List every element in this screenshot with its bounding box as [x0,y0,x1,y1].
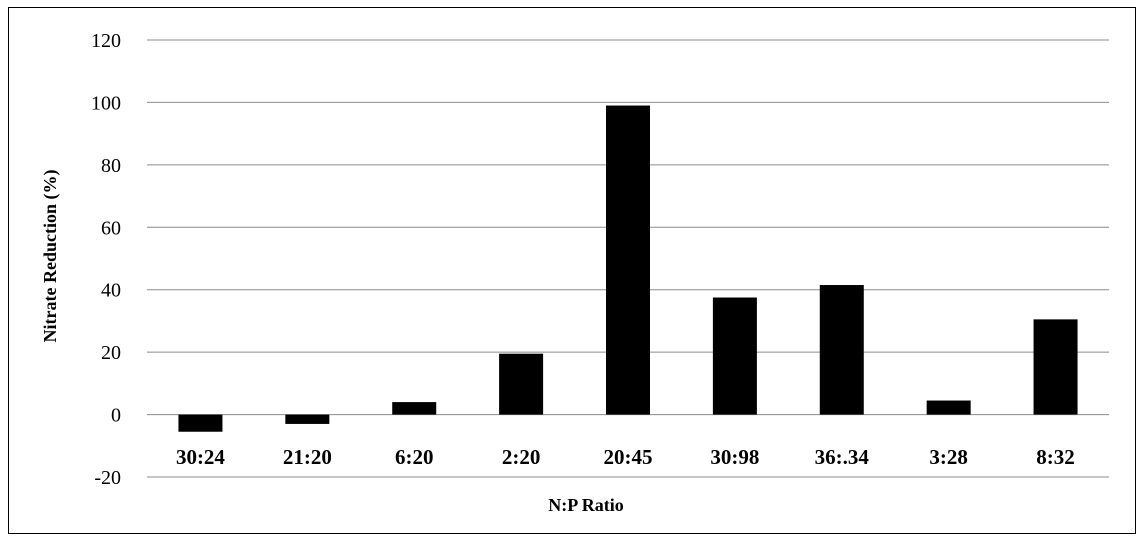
x-tick-label: 2:20 [502,445,541,469]
bar-30:98 [712,297,757,415]
x-tick-label: 20:45 [604,445,653,469]
x-tick-label: 36:.34 [815,445,870,469]
y-tick-label: 40 [101,280,121,302]
bar-8:32 [1033,319,1078,415]
x-tick-label: 30:24 [176,445,225,469]
y-tick-label: -20 [94,467,121,489]
bar-30:24 [178,414,223,432]
x-tick-label: 6:20 [395,445,434,469]
bar-chart: -20 0 20 40 60 80 100 120 30:24 21:20 6:20 2:20 20:… [40,30,1109,515]
x-axis-title: N:P Ratio [548,495,624,515]
x-tick-label: 3:28 [929,445,968,469]
bar-3:28 [926,400,971,415]
y-tick-label: 120 [91,30,121,52]
bar-6:20 [392,402,437,415]
x-tick-label: 21:20 [283,445,332,469]
x-tick-labels: 30:24 21:20 6:20 2:20 20:45 30:98 36:.34 3:28 8:… [176,445,1075,469]
y-axis-title: Nitrate Reduction (%) [40,170,61,343]
chart-frame: -20 0 20 40 60 80 100 120 30:24 21:20 6:20 2:20 20:… [8,7,1136,534]
bar-36:.34 [819,285,864,415]
x-tick-label: 8:32 [1036,445,1075,469]
y-tick-label: 0 [111,405,121,427]
bar-20:45 [606,105,650,415]
bar-21:20 [285,414,330,424]
y-tick-label: 60 [101,217,121,239]
y-tick-label: 100 [91,92,121,114]
y-tick-label: 20 [101,342,121,364]
y-tick-labels: -20 0 20 40 60 80 100 120 [91,30,121,489]
x-tick-label: 30:98 [710,445,759,469]
bars [178,105,1078,432]
y-tick-label: 80 [101,155,121,177]
bar-2:20 [499,353,544,415]
